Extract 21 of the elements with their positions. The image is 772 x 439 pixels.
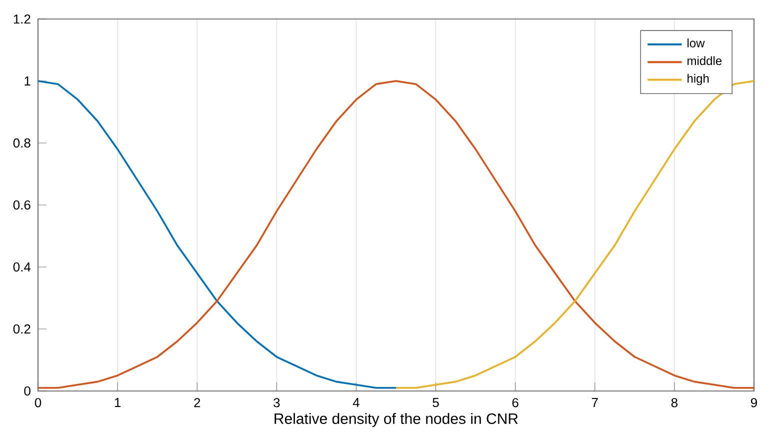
y-tick-label: 1 — [24, 76, 30, 86]
y-tick-label: 1.2 — [14, 14, 30, 24]
legend-label: low — [688, 38, 705, 48]
y-tick-label: 0.8 — [13, 138, 30, 148]
x-tick-label: 1 — [114, 398, 121, 407]
legend-label: high — [688, 74, 709, 86]
legend-label: middle — [688, 56, 722, 66]
x-tick-label: 9 — [750, 398, 757, 408]
x-tick-label: 7 — [592, 398, 598, 407]
x-tick-label: 4 — [352, 398, 360, 407]
x-tick-label: 3 — [274, 398, 280, 408]
x-tick-label: 5 — [432, 398, 439, 408]
x-axis-title: Relative density of the nodes in CNR — [274, 413, 518, 427]
x-tick-label: 2 — [194, 398, 200, 408]
y-tick-label: 0.6 — [13, 200, 30, 210]
x-tick-label: 8 — [671, 398, 678, 408]
x-tick-label: 6 — [512, 398, 518, 408]
x-tick-label: 0 — [34, 398, 42, 408]
y-tick-label: 0 — [24, 386, 30, 396]
y-tick-label: 0.4 — [13, 262, 31, 272]
y-tick-label: 0.2 — [13, 324, 30, 334]
